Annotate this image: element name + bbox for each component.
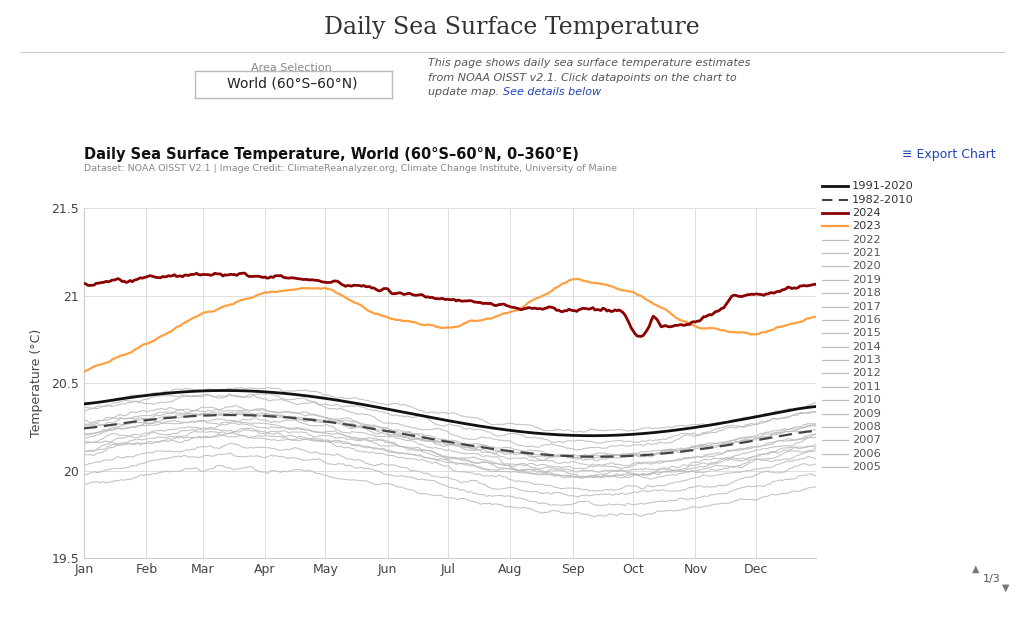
Text: 2016: 2016 (852, 315, 881, 325)
Text: 2008: 2008 (852, 422, 881, 432)
Text: 2024: 2024 (852, 208, 881, 218)
Text: 2017: 2017 (852, 302, 881, 312)
Text: 2022: 2022 (852, 235, 881, 245)
Text: 2013: 2013 (852, 355, 881, 365)
Text: 2010: 2010 (852, 395, 881, 405)
Text: 2023: 2023 (852, 221, 881, 232)
Text: from NOAA OISST v2.1. Click datapoints on the chart to: from NOAA OISST v2.1. Click datapoints o… (428, 73, 736, 83)
Text: See details below: See details below (503, 87, 601, 97)
Text: update map.: update map. (428, 87, 503, 97)
Text: 2019: 2019 (852, 274, 881, 285)
Text: 1982-2010: 1982-2010 (852, 194, 913, 204)
Text: 1991-2020: 1991-2020 (852, 181, 913, 191)
Text: 2009: 2009 (852, 408, 881, 418)
Text: 2014: 2014 (852, 341, 881, 351)
Text: World (60°S–60°N): World (60°S–60°N) (226, 77, 357, 91)
Text: 2006: 2006 (852, 449, 881, 459)
Text: Daily Sea Surface Temperature, World (60°S–60°N, 0–360°E): Daily Sea Surface Temperature, World (60… (84, 147, 579, 162)
Text: ≡ Export Chart: ≡ Export Chart (902, 148, 995, 161)
Text: Area Selection: Area Selection (252, 62, 332, 73)
Text: 2021: 2021 (852, 248, 881, 258)
Text: ▼: ▼ (1001, 583, 1010, 593)
Text: 1/3: 1/3 (983, 574, 1000, 584)
Text: .: . (577, 87, 580, 97)
Text: 2018: 2018 (852, 288, 881, 298)
Y-axis label: Temperature (°C): Temperature (°C) (30, 329, 43, 437)
Text: 2011: 2011 (852, 382, 881, 392)
Text: This page shows daily sea surface temperature estimates: This page shows daily sea surface temper… (428, 58, 751, 68)
Text: 2007: 2007 (852, 435, 881, 445)
Text: Daily Sea Surface Temperature: Daily Sea Surface Temperature (325, 16, 699, 39)
Text: 2005: 2005 (852, 462, 881, 472)
Text: 2012: 2012 (852, 369, 881, 379)
Text: 2020: 2020 (852, 261, 881, 271)
Text: Dataset: NOAA OISST V2.1 | Image Credit: ClimateReanalyzer.org, Climate Change I: Dataset: NOAA OISST V2.1 | Image Credit:… (84, 164, 617, 173)
Text: 2015: 2015 (852, 328, 881, 338)
Text: ▲: ▲ (972, 564, 980, 574)
